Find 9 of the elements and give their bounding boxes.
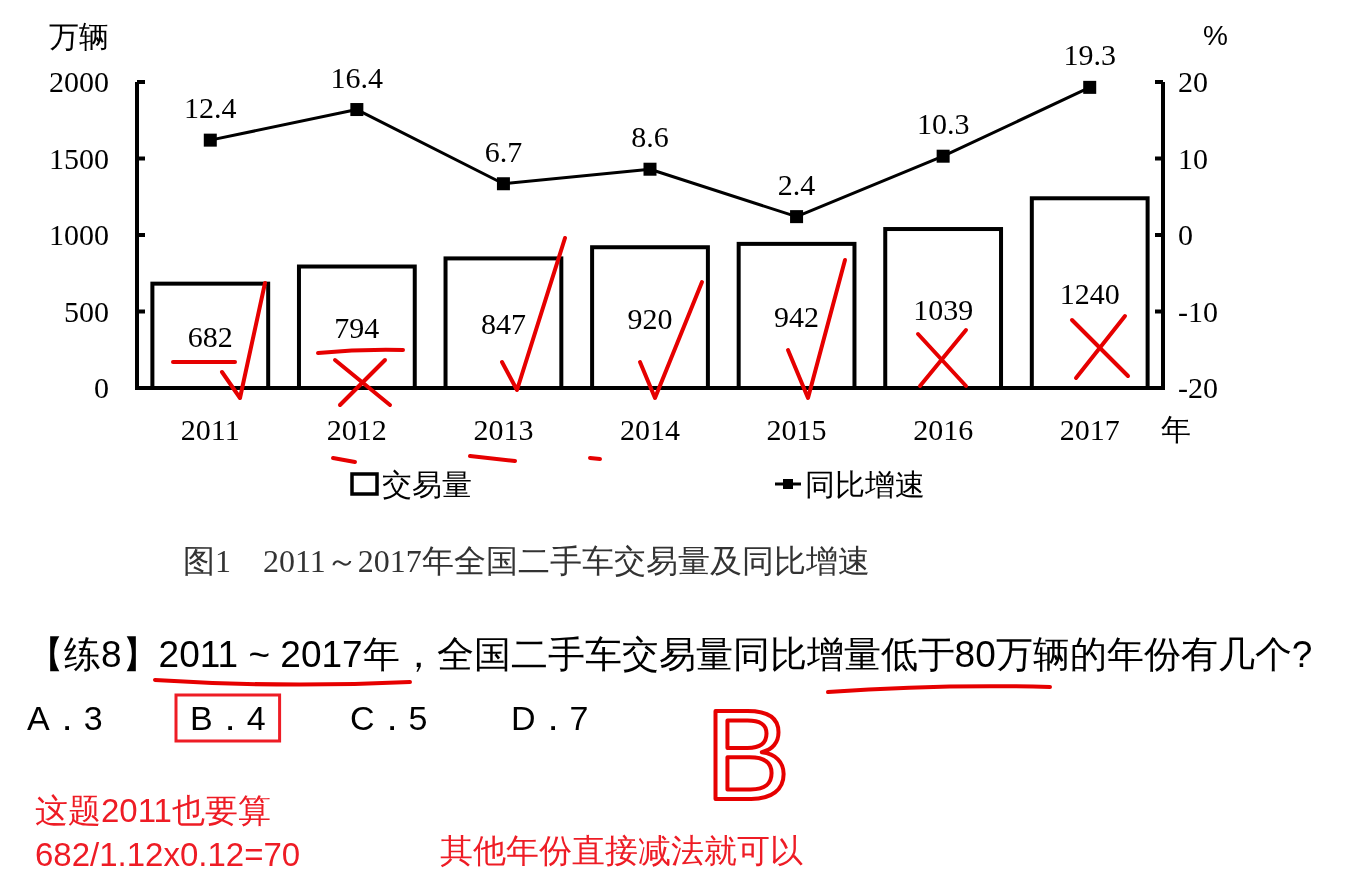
annotation: 【练8】2011 ~ 2017年，全国二手车交易量同比增量低于80万辆的年份有几个?: [27, 634, 1313, 675]
annotation: C．5: [350, 699, 428, 737]
annotation: 682/1.12x0.12=70: [35, 836, 301, 873]
title: 图1 2011～2017年全国二手车交易量及同比增速: [183, 543, 870, 579]
annotation: 这题2011也要算: [35, 792, 271, 829]
annotation: 其他年份直接减法就可以: [440, 832, 803, 869]
annotation: B．4: [190, 699, 266, 737]
annotation: A．3: [27, 699, 103, 737]
annotation: D．7: [511, 699, 589, 737]
